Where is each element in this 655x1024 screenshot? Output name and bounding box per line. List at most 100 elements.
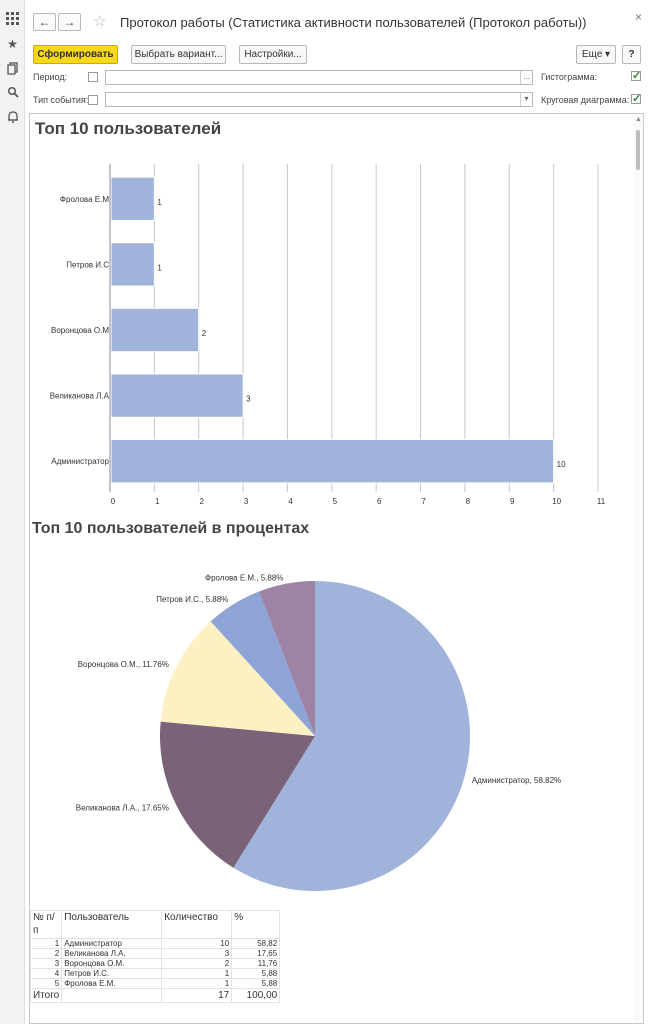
row-number: 4 bbox=[30, 968, 63, 979]
table-row: 5 Фролова Е.М. 1 5,88 bbox=[30, 978, 281, 989]
vertical-scrollbar[interactable]: ▲ bbox=[634, 114, 643, 1023]
settings-button[interactable]: Настройки... bbox=[239, 45, 307, 64]
total-label: Итого bbox=[30, 988, 63, 1003]
x-tick-label: 10 bbox=[552, 497, 561, 506]
scroll-thumb[interactable] bbox=[636, 130, 640, 170]
bar-value-label: 2 bbox=[202, 329, 207, 338]
bar-value-label: 1 bbox=[157, 198, 162, 207]
y-tick-label: Великанова Л.А bbox=[50, 392, 110, 401]
x-tick-label: 9 bbox=[510, 497, 515, 506]
row-number: 2 bbox=[30, 948, 63, 959]
row-user: Воронцова О.М. bbox=[61, 958, 163, 969]
report-area[interactable]: ▲ Топ 10 пользователей 0 1 2 3 4 5 6 7 8 9 10 11 Фро… bbox=[29, 113, 644, 1024]
bar-value-label: 1 bbox=[157, 263, 162, 272]
pie-slice bbox=[210, 591, 315, 736]
window-title: Протокол работы (Статистика активности п… bbox=[120, 15, 587, 30]
generate-button[interactable]: Сформировать bbox=[33, 45, 118, 64]
row-count: 2 bbox=[161, 958, 233, 969]
bar bbox=[110, 242, 155, 287]
y-tick-label: Петров И.С bbox=[66, 260, 109, 269]
search-icon[interactable] bbox=[6, 86, 19, 99]
row-number: 1 bbox=[30, 938, 63, 949]
notifications-bell-icon[interactable] bbox=[6, 110, 19, 123]
pie-slice-label: Петров И.С., 5.88% bbox=[156, 595, 228, 604]
favorite-star-icon[interactable]: ☆ bbox=[93, 13, 107, 30]
bar bbox=[110, 176, 155, 221]
event-type-checkbox[interactable] bbox=[88, 95, 98, 105]
period-label: Период: bbox=[33, 72, 68, 82]
history-icon[interactable] bbox=[6, 62, 19, 75]
pie-slice-label: Воронцова О.М., 11.76% bbox=[78, 660, 169, 669]
summary-table: № п/п Пользователь Количество % 1 Админис… bbox=[30, 910, 281, 1003]
col-header-percent: % bbox=[231, 910, 281, 939]
scroll-up-icon[interactable]: ▲ bbox=[635, 116, 642, 123]
x-tick-label: 3 bbox=[244, 497, 249, 506]
event-type-label: Тип события: bbox=[33, 95, 89, 105]
row-count: 3 bbox=[161, 948, 233, 959]
row-user: Великанова Л.А. bbox=[61, 948, 163, 959]
more-button[interactable]: Еще ▾ bbox=[576, 45, 616, 64]
close-icon[interactable]: × bbox=[635, 10, 643, 24]
row-count: 1 bbox=[161, 978, 233, 989]
period-select-button[interactable]: ... bbox=[520, 71, 532, 84]
x-tick-label: 1 bbox=[155, 497, 160, 506]
back-button[interactable]: ← bbox=[33, 13, 56, 31]
event-type-field[interactable]: ▾ bbox=[105, 92, 533, 107]
y-tick-label: Фролова Е.М bbox=[60, 195, 109, 204]
bar-value-label: 10 bbox=[557, 460, 566, 469]
table-row: 3 Воронцова О.М. 2 11,76 bbox=[30, 958, 281, 969]
histogram-checkbox[interactable] bbox=[631, 69, 641, 82]
row-number: 5 bbox=[30, 978, 63, 989]
bar bbox=[110, 307, 200, 353]
table-total-row: Итого 17 100,00 bbox=[30, 988, 281, 1003]
row-user: Петров И.С. bbox=[61, 968, 163, 979]
col-header-count: Количество bbox=[161, 910, 233, 939]
pie-slice-label: Фролова Е.М., 5.88% bbox=[205, 574, 283, 583]
bar bbox=[110, 373, 244, 418]
x-tick-label: 5 bbox=[333, 497, 338, 506]
period-field[interactable]: ... bbox=[105, 70, 533, 85]
event-type-dropdown-button[interactable]: ▾ bbox=[520, 93, 532, 106]
x-tick-label: 8 bbox=[466, 497, 471, 506]
x-tick-label: 4 bbox=[288, 497, 293, 506]
bar-chart: 0 1 2 3 4 5 6 7 8 9 10 11 Фролова Е.М 1 Петров И.С 1 Вор… bbox=[50, 164, 606, 506]
x-tick-label: 0 bbox=[111, 497, 116, 506]
period-checkbox[interactable] bbox=[88, 72, 98, 82]
pie-chart-label: Круговая диаграмма: bbox=[541, 95, 630, 105]
pie-slice bbox=[233, 581, 471, 891]
bar-chart-title: Топ 10 пользователей bbox=[35, 119, 222, 138]
apps-grid-icon[interactable] bbox=[6, 12, 19, 25]
table-row: 1 Администратор 10 58,82 bbox=[30, 938, 281, 949]
pie-chart: Администратор, 58.82% Великанова Л.А., 17… bbox=[76, 574, 561, 891]
pie-slice bbox=[160, 621, 315, 736]
y-tick-label: Администратор bbox=[51, 457, 109, 466]
col-header-user: Пользователь bbox=[61, 910, 163, 939]
row-count: 10 bbox=[161, 938, 233, 949]
col-header-number: № п/п bbox=[30, 910, 63, 939]
x-tick-label: 7 bbox=[421, 497, 426, 506]
favorites-star-icon[interactable]: ★ bbox=[7, 37, 18, 51]
pie-slice bbox=[160, 721, 315, 868]
row-percent: 17,65 bbox=[231, 948, 281, 959]
bar-value-label: 3 bbox=[246, 395, 251, 404]
x-tick-label: 11 bbox=[597, 497, 606, 506]
choose-variant-button[interactable]: Выбрать вариант... bbox=[131, 45, 226, 64]
forward-button[interactable]: → bbox=[58, 13, 81, 31]
pie-slice bbox=[259, 581, 315, 736]
left-rail: ★ bbox=[0, 0, 25, 1024]
pie-slice-label: Великанова Л.А., 17.65% bbox=[76, 804, 169, 813]
row-number: 3 bbox=[30, 958, 63, 969]
help-button[interactable]: ? bbox=[622, 45, 641, 64]
histogram-label: Гистограмма: bbox=[541, 72, 598, 82]
pie-slice-label: Администратор, 58.82% bbox=[472, 776, 561, 785]
row-user: Администратор bbox=[61, 938, 163, 949]
x-tick-label: 6 bbox=[377, 497, 382, 506]
row-percent: 11,76 bbox=[231, 958, 281, 969]
total-percent: 100,00 bbox=[231, 988, 281, 1003]
bar bbox=[110, 439, 555, 484]
table-row: 4 Петров И.С. 1 5,88 bbox=[30, 968, 281, 979]
pie-chart-title: Топ 10 пользователей в процентах bbox=[32, 520, 310, 537]
row-user: Фролова Е.М. bbox=[61, 978, 163, 989]
total-count: 17 bbox=[161, 988, 233, 1003]
pie-chart-checkbox[interactable] bbox=[631, 92, 641, 105]
